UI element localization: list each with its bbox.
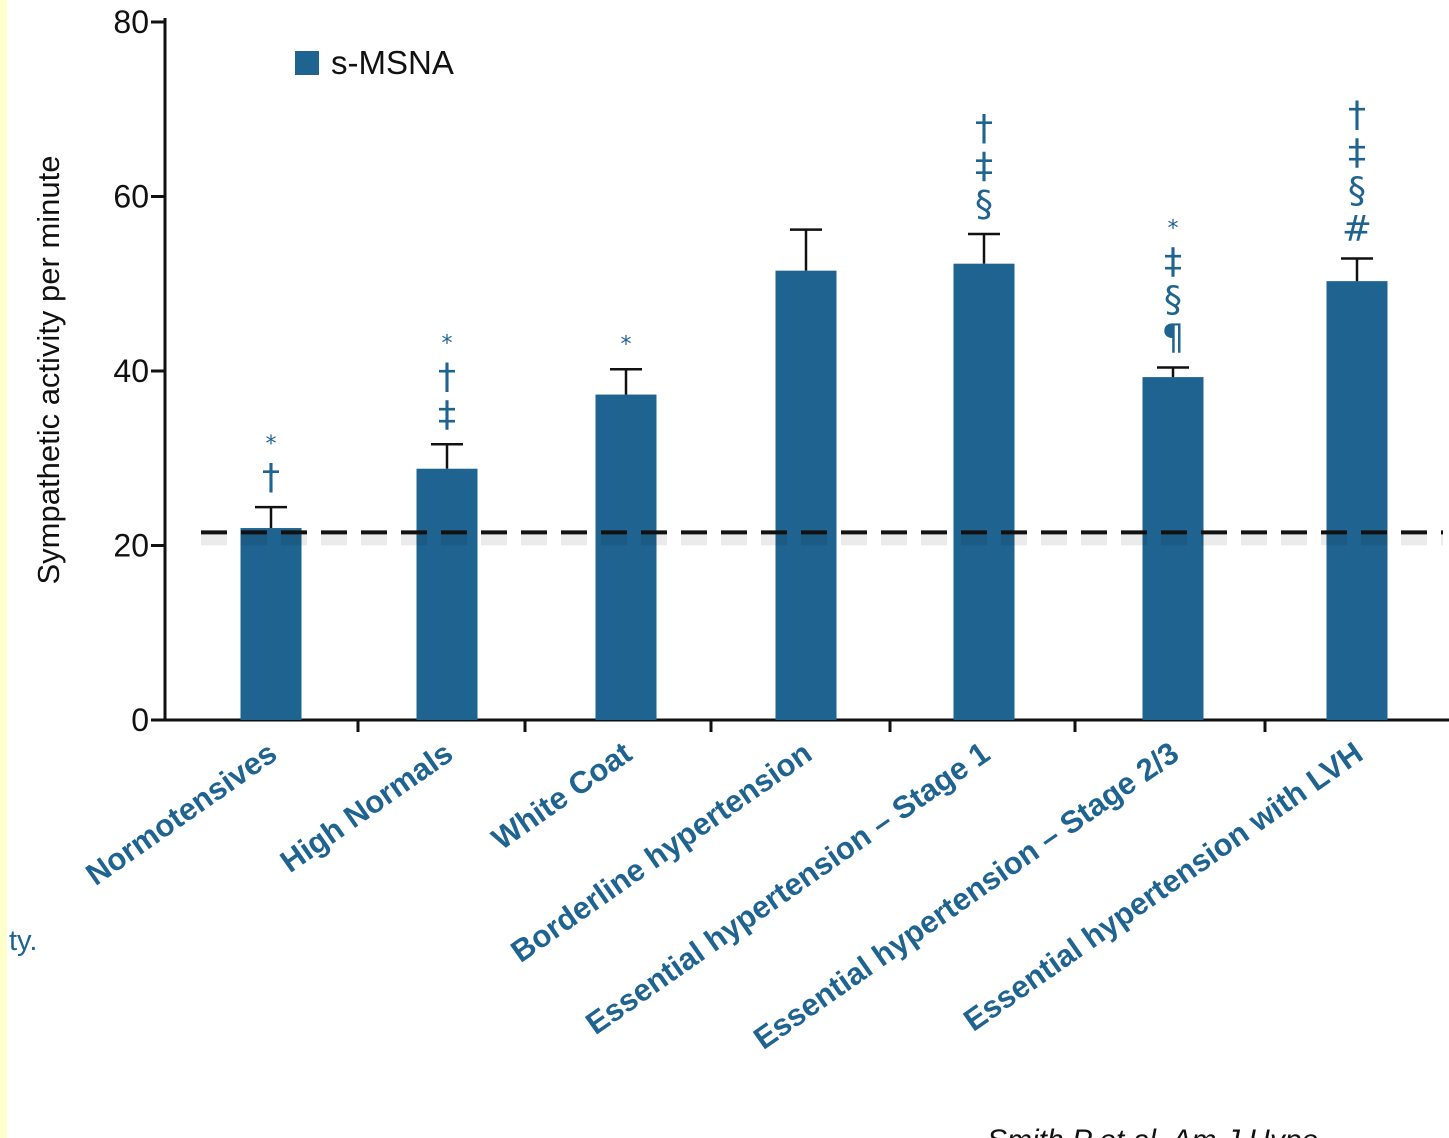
- bars: [240, 263, 1388, 720]
- y-axis-label: Sympathetic activity per minute: [31, 155, 66, 584]
- legend: s-MSNA: [295, 44, 454, 81]
- annotation-symbol: †: [1348, 94, 1366, 135]
- error-bars: [255, 228, 1373, 529]
- x-tick-label: Normotensives: [79, 735, 283, 892]
- annotation-symbol: ‡: [1164, 242, 1182, 283]
- x-tick-label: White Coat: [485, 735, 638, 857]
- side-note: ty.: [9, 925, 37, 957]
- annotation-symbol: §: [1164, 280, 1182, 321]
- y-tick-label: 80: [113, 4, 149, 40]
- citation: Smith P et al. Am J Hype: [987, 1124, 1318, 1138]
- error-bar: [1157, 366, 1189, 378]
- annotation-symbol: ‡: [975, 146, 993, 187]
- error-bar: [1341, 257, 1373, 282]
- bar: [775, 270, 837, 720]
- annotation-symbol: *: [621, 332, 632, 357]
- annotation-symbol: *: [442, 331, 453, 356]
- annotation-symbol: †: [438, 356, 456, 397]
- error-bar: [255, 505, 287, 529]
- y-tick-label: 0: [131, 702, 149, 738]
- annotation-symbol: §: [1348, 170, 1366, 211]
- annotation-symbol: †: [262, 457, 280, 498]
- annotation-symbol: ¶: [1162, 318, 1185, 359]
- x-tick-label: High Normals: [274, 735, 459, 879]
- error-bar: [790, 228, 822, 271]
- bar: [595, 394, 657, 720]
- y-tick-label: 60: [113, 179, 149, 215]
- annotation-symbol: *: [1168, 217, 1179, 242]
- error-bar: [968, 232, 1000, 264]
- annotation-symbol: #: [1342, 208, 1372, 249]
- annotation-symbol: ‡: [438, 394, 456, 435]
- annotation-symbol: ‡: [1348, 132, 1366, 173]
- error-bar: [431, 443, 463, 469]
- bar: [416, 468, 478, 720]
- y-tick-label: 20: [113, 528, 149, 564]
- bar: [1142, 377, 1204, 720]
- reference-line: [201, 530, 1443, 546]
- annotation-symbol: †: [975, 108, 993, 149]
- x-tick-label: Essential hypertension with LVH: [957, 735, 1369, 1038]
- legend-label: s-MSNA: [331, 44, 454, 81]
- annotation-symbol: §: [975, 184, 993, 225]
- figure-frame: 0 20 40 60 80 Normotensives High Normals White…: [7, 0, 1449, 1138]
- legend-swatch: [295, 51, 319, 75]
- x-tick-label: Borderline hypertension: [504, 735, 818, 969]
- annotation-symbol: *: [266, 432, 277, 457]
- error-bar: [610, 368, 642, 395]
- bar: [240, 528, 302, 720]
- y-tick-label: 40: [113, 353, 149, 389]
- bar: [1326, 281, 1388, 720]
- y-axis: 0 20 40 60 80: [113, 4, 167, 738]
- bar: [953, 263, 1015, 720]
- significance-annotations: †*‡†* *§‡†¶§‡* #§‡†: [262, 94, 1372, 498]
